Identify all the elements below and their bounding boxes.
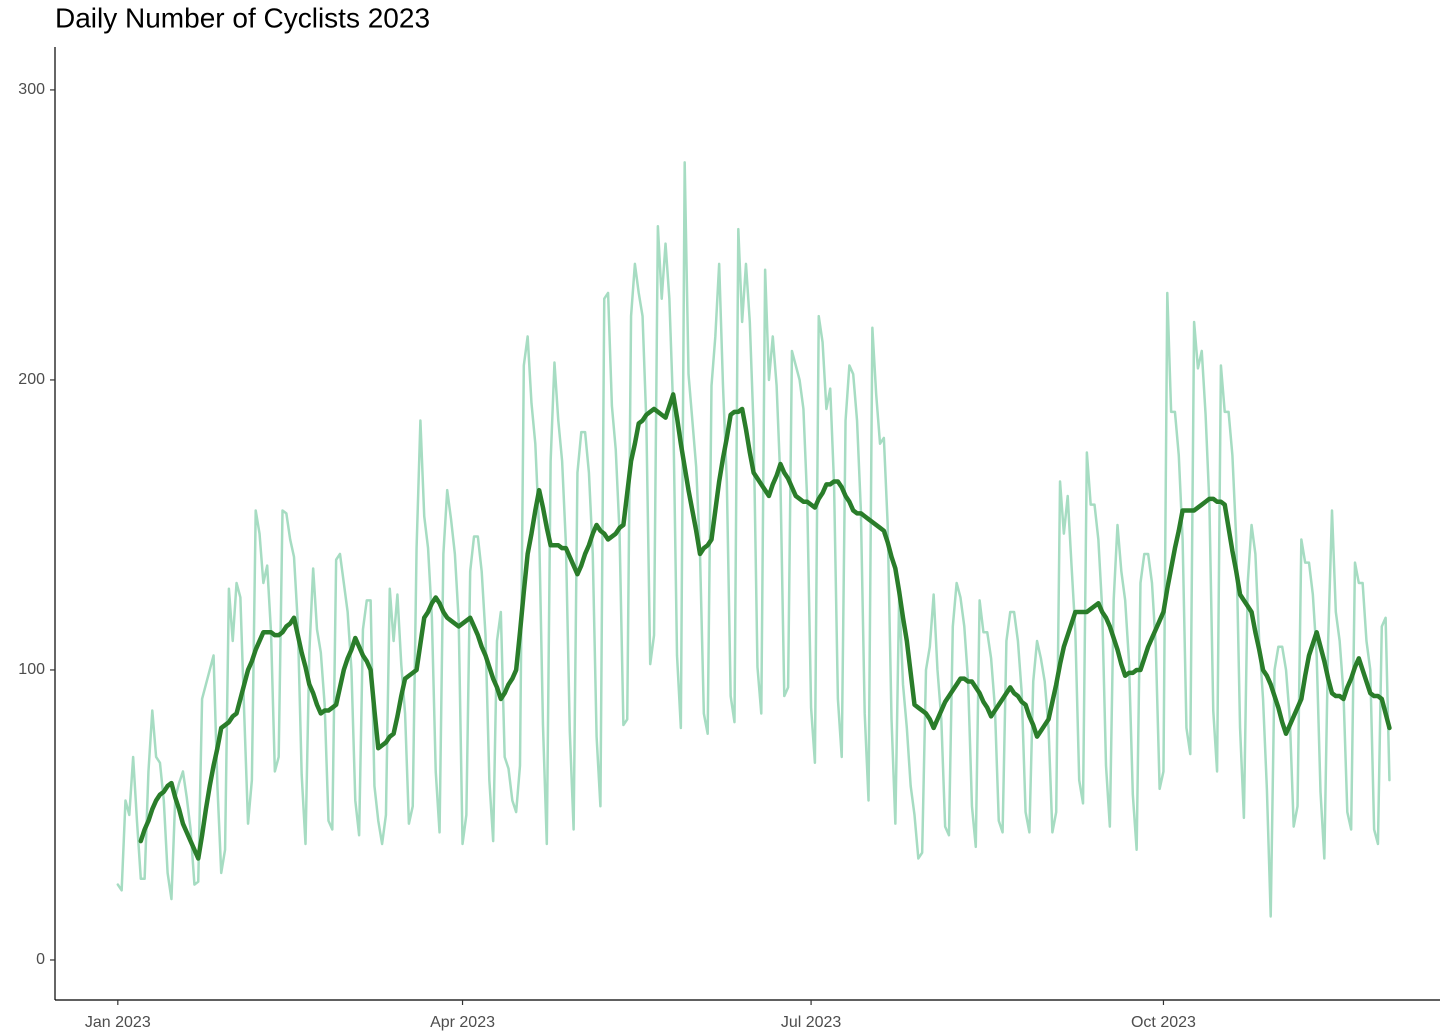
- chart-title: Daily Number of Cyclists 2023: [55, 2, 430, 33]
- x-tick-label: Oct 2023: [1131, 1014, 1196, 1031]
- plot-area: [116, 161, 1392, 918]
- y-tick-label: 300: [18, 81, 45, 98]
- y-tick-label: 0: [36, 951, 45, 968]
- x-tick-label: Jul 2023: [781, 1014, 842, 1031]
- series-line: [138, 392, 1392, 861]
- x-tick-label: Apr 2023: [430, 1014, 495, 1031]
- y-tick-label: 100: [18, 661, 45, 678]
- series-line: [116, 161, 1391, 918]
- x-tick-label: Jan 2023: [85, 1014, 151, 1031]
- y-tick-label: 200: [18, 371, 45, 388]
